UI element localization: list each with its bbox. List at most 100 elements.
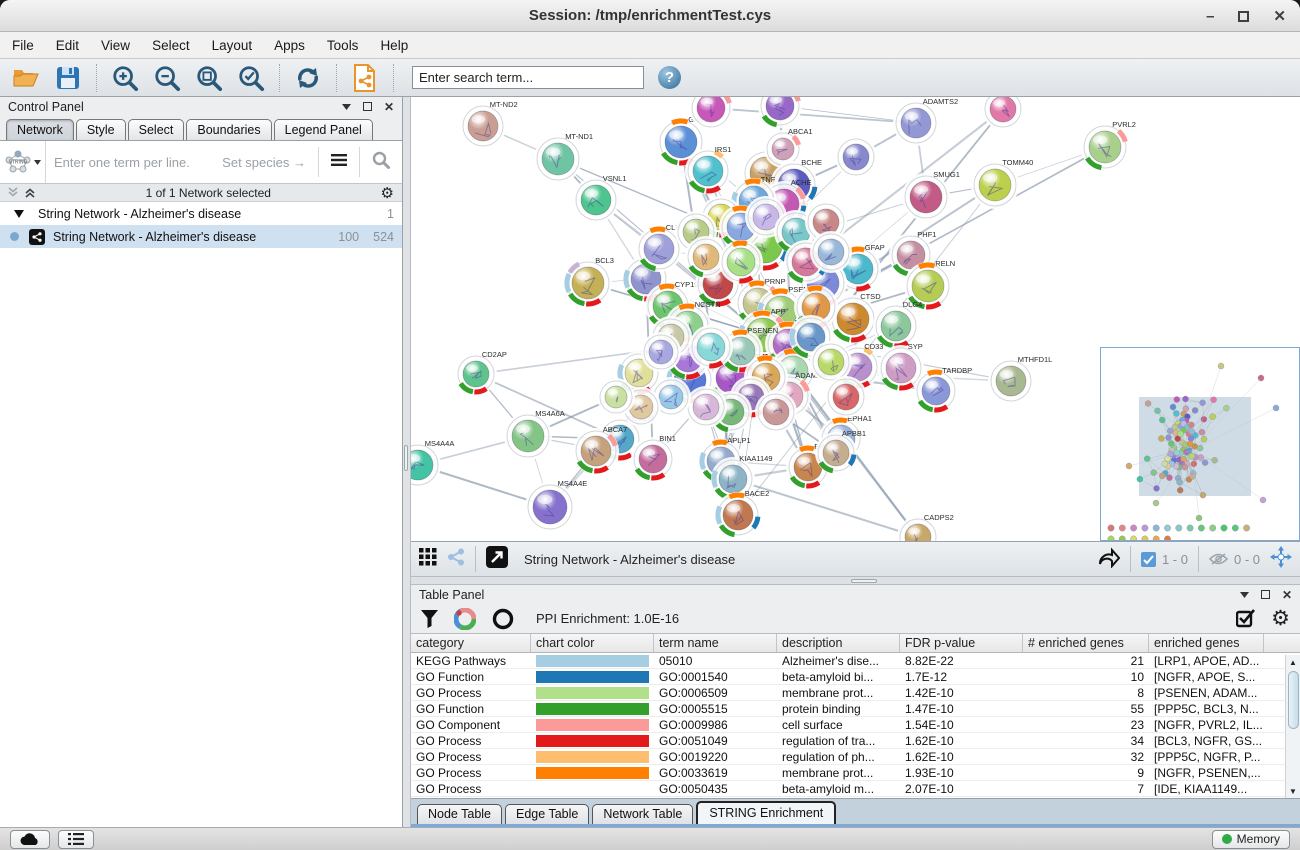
- birds-eye-view[interactable]: [1100, 347, 1300, 541]
- network-node[interactable]: CLU: [636, 223, 682, 272]
- network-node[interactable]: ADAMTS2: [893, 97, 958, 146]
- singleton-node[interactable]: [1164, 524, 1171, 532]
- singleton-node[interactable]: [1175, 524, 1183, 532]
- zoom-out-icon[interactable]: [153, 64, 181, 92]
- network-node[interactable]: CTSD: [829, 292, 881, 343]
- expand-all-icon[interactable]: [25, 187, 36, 198]
- collection-row[interactable]: String Network - Alzheimer's disease 1: [0, 202, 402, 225]
- menu-tools[interactable]: Tools: [326, 37, 359, 53]
- menu-select[interactable]: Select: [152, 37, 190, 53]
- scroll-up-icon[interactable]: ▲: [1289, 657, 1297, 667]
- tab-network-table[interactable]: Network Table: [592, 804, 694, 824]
- save-session-icon[interactable]: [54, 64, 82, 92]
- table-settings-gear-icon[interactable]: ⚙: [1271, 607, 1290, 630]
- network-node[interactable]: [685, 236, 727, 278]
- table-row[interactable]: GO Process GO:0019220 regulation of ph..…: [411, 749, 1300, 765]
- zoom-fit-icon[interactable]: [195, 64, 223, 92]
- network-node[interactable]: [689, 97, 733, 130]
- network-node[interactable]: MTHFD1L: [988, 355, 1052, 404]
- network-node[interactable]: VSNL1: [573, 174, 627, 223]
- network-node[interactable]: [758, 97, 802, 128]
- network-node[interactable]: [982, 97, 1024, 130]
- singleton-node[interactable]: [1209, 524, 1217, 532]
- grid-view-icon[interactable]: [419, 547, 437, 571]
- minimize-button[interactable]: –: [1206, 7, 1215, 25]
- network-node[interactable]: SYP: [878, 342, 924, 391]
- selected-nodes-checkbox-icon[interactable]: [1140, 551, 1156, 567]
- string-query-input[interactable]: [46, 154, 223, 170]
- collapse-all-icon[interactable]: [8, 187, 19, 198]
- singleton-node[interactable]: [1130, 535, 1137, 541]
- tab-network[interactable]: Network: [6, 119, 74, 140]
- help-icon[interactable]: ?: [658, 66, 681, 89]
- menu-help[interactable]: Help: [380, 37, 409, 53]
- menu-layout[interactable]: Layout: [211, 37, 253, 53]
- tab-node-table[interactable]: Node Table: [417, 804, 503, 824]
- table-row[interactable]: GO Component GO:0009986 cell surface 1.5…: [411, 717, 1300, 733]
- table-float-icon[interactable]: [1260, 590, 1270, 599]
- tab-boundaries[interactable]: Boundaries: [186, 119, 272, 140]
- network-node[interactable]: PVRL2: [1081, 120, 1136, 171]
- network-node[interactable]: ABCA1: [764, 127, 813, 168]
- network-row[interactable]: String Network - Alzheimer's disease 100…: [0, 225, 402, 248]
- network-node[interactable]: BACE2: [715, 489, 769, 538]
- singleton-node[interactable]: [1118, 524, 1126, 532]
- memory-button[interactable]: Memory: [1211, 829, 1290, 849]
- network-node[interactable]: [597, 378, 635, 416]
- network-node[interactable]: MS4A4E: [525, 479, 587, 532]
- column-header[interactable]: term name: [654, 634, 777, 652]
- string-dropdown-caret[interactable]: [34, 159, 41, 165]
- string-logo[interactable]: STRING: [0, 141, 46, 183]
- network-node[interactable]: [689, 325, 733, 369]
- table-row[interactable]: GO Process GO:0051049 regulation of tra.…: [411, 733, 1300, 749]
- table-close-icon[interactable]: ✕: [1281, 587, 1292, 602]
- singleton-node[interactable]: [1220, 524, 1228, 532]
- singleton-node[interactable]: [1107, 535, 1115, 541]
- network-node[interactable]: SMUG1: [902, 170, 960, 221]
- menu-file[interactable]: File: [12, 37, 34, 53]
- network-node[interactable]: RELN: [904, 259, 955, 310]
- table-vertical-scrollbar[interactable]: ▲ ▼: [1285, 655, 1300, 798]
- network-node[interactable]: MT-ND2: [460, 100, 518, 149]
- tab-style[interactable]: Style: [75, 119, 126, 140]
- close-panel-icon[interactable]: ✕: [383, 99, 394, 114]
- export-network-icon[interactable]: [1096, 546, 1121, 573]
- table-panel-divider[interactable]: [411, 576, 1300, 585]
- network-node[interactable]: BCL3: [564, 256, 614, 307]
- hidden-eye-icon[interactable]: [1208, 552, 1228, 566]
- refresh-icon[interactable]: [294, 64, 322, 92]
- singleton-node[interactable]: [1152, 535, 1160, 541]
- share-view-icon[interactable]: [447, 548, 465, 571]
- scrollbar-thumb[interactable]: [1287, 671, 1299, 729]
- network-node[interactable]: MT-ND1: [534, 132, 593, 183]
- detach-view-icon[interactable]: [486, 545, 508, 573]
- table-panel-menu-icon[interactable]: [1239, 591, 1249, 598]
- singleton-node[interactable]: [1107, 524, 1115, 532]
- network-node[interactable]: [719, 240, 763, 284]
- table-row[interactable]: KEGG Pathways 05010 Alzheimer's dise... …: [411, 653, 1300, 669]
- menu-view[interactable]: View: [101, 37, 131, 53]
- tab-legend-panel[interactable]: Legend Panel: [273, 119, 373, 140]
- table-divider-grip[interactable]: [851, 579, 877, 583]
- network-node[interactable]: IRS1: [685, 145, 731, 194]
- scroll-down-icon[interactable]: ▼: [1289, 786, 1297, 796]
- zoom-in-icon[interactable]: [111, 64, 139, 92]
- singleton-node[interactable]: [1164, 535, 1171, 541]
- column-header[interactable]: description: [777, 634, 900, 652]
- network-node[interactable]: APBB1: [815, 429, 866, 474]
- network-options-gear-icon[interactable]: ⚙: [380, 184, 394, 202]
- network-node[interactable]: ABCA7: [573, 425, 627, 474]
- network-node[interactable]: MS4A6A: [504, 409, 565, 460]
- column-header[interactable]: chart color: [531, 634, 654, 652]
- column-header[interactable]: FDR p-value: [900, 634, 1023, 652]
- table-row[interactable]: GO Process GO:0006509 membrane prot... 1…: [411, 685, 1300, 701]
- singleton-node[interactable]: [1130, 524, 1137, 532]
- singleton-node[interactable]: [1198, 524, 1205, 532]
- network-node[interactable]: TOMM40: [971, 158, 1033, 209]
- singleton-node[interactable]: [1152, 524, 1160, 532]
- string-options-icon[interactable]: [319, 153, 359, 171]
- task-list-button[interactable]: [58, 829, 94, 849]
- singleton-node[interactable]: [1141, 535, 1149, 541]
- network-node[interactable]: CD2AP: [455, 350, 507, 395]
- zoom-selected-icon[interactable]: [237, 64, 265, 92]
